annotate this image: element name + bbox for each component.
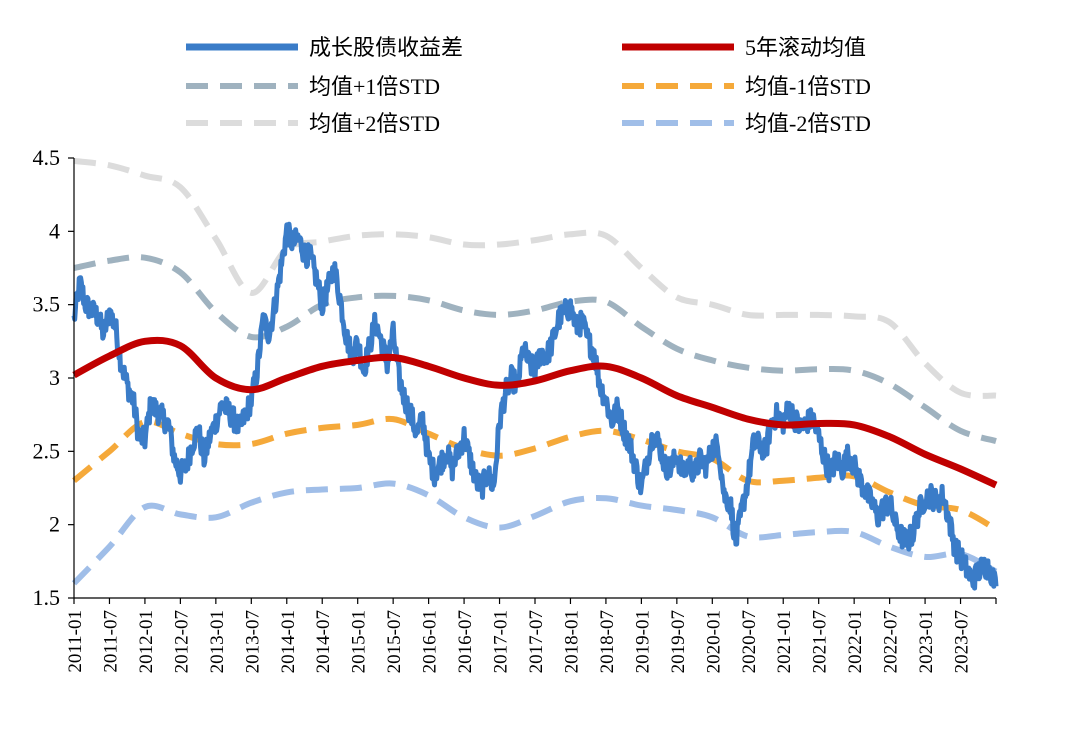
axes: 1.5 2 2.5 3 3.5 4 4.5 2011-01 2011-07 2012-01 2012… [33,145,997,673]
y-tick-label: 2.5 [33,438,61,463]
x-tick-label: 2020-01 [703,610,724,673]
x-tick-label: 2021-07 [810,610,831,673]
x-tick-label: 2022-01 [845,610,866,673]
x-tick-label: 2019-07 [668,610,689,673]
y-tick-label: 3.5 [33,292,61,317]
series-line-4 [73,157,997,399]
x-tick-label: 2012-07 [171,610,192,673]
x-tick-label: 2011-07 [100,610,121,673]
series-line-5 [71,480,998,586]
x-tick-label: 2016-01 [420,610,441,673]
x-tick-label: 2013-01 [207,610,228,673]
y-tick-label: 4 [49,218,60,243]
y-tick-label: 2 [49,512,60,537]
legend-label-0: 成长股债收益差 [309,35,463,60]
legend-label-5: 均值-2倍STD [745,111,871,136]
x-tick-label: 2023-01 [916,610,937,673]
legend-label-3: 均值-1倍STD [745,74,871,99]
x-tick-label: 2018-07 [597,610,618,673]
y-tick-label: 3 [49,365,60,390]
x-tick-label: 2019-01 [632,610,653,673]
series-line-1 [72,336,998,489]
legend-label-2: 均值+1倍STD [309,74,440,99]
series-line-0 [71,221,999,591]
plot-area [71,157,999,591]
x-tick-label: 2022-07 [881,610,902,673]
legend-label-4: 均值+2倍STD [309,111,440,136]
x-tick-label: 2018-01 [561,610,582,673]
x-tick-label: 2020-07 [739,610,760,673]
x-tick-label: 2013-07 [242,610,263,673]
x-tick-label: 2021-01 [774,610,795,673]
x-tick-label: 2016-07 [455,610,476,673]
x-tick-label: 2015-01 [349,610,370,673]
x-tick-label: 2011-01 [65,610,86,673]
legend-label-1: 5年滚动均值 [745,35,866,60]
series-line-2 [73,254,997,445]
x-tick-label: 2017-07 [526,610,547,673]
x-tick-label: 2023-07 [952,610,973,673]
x-tick-label: 2014-07 [313,610,334,673]
x-tick-label: 2015-07 [384,610,405,673]
y-tick-label: 4.5 [33,145,61,170]
y-tick-label: 1.5 [33,585,61,610]
x-tick-label: 2014-01 [278,610,299,673]
x-tick-label: 2012-01 [136,610,157,673]
x-tick-label: 2017-01 [491,610,512,673]
